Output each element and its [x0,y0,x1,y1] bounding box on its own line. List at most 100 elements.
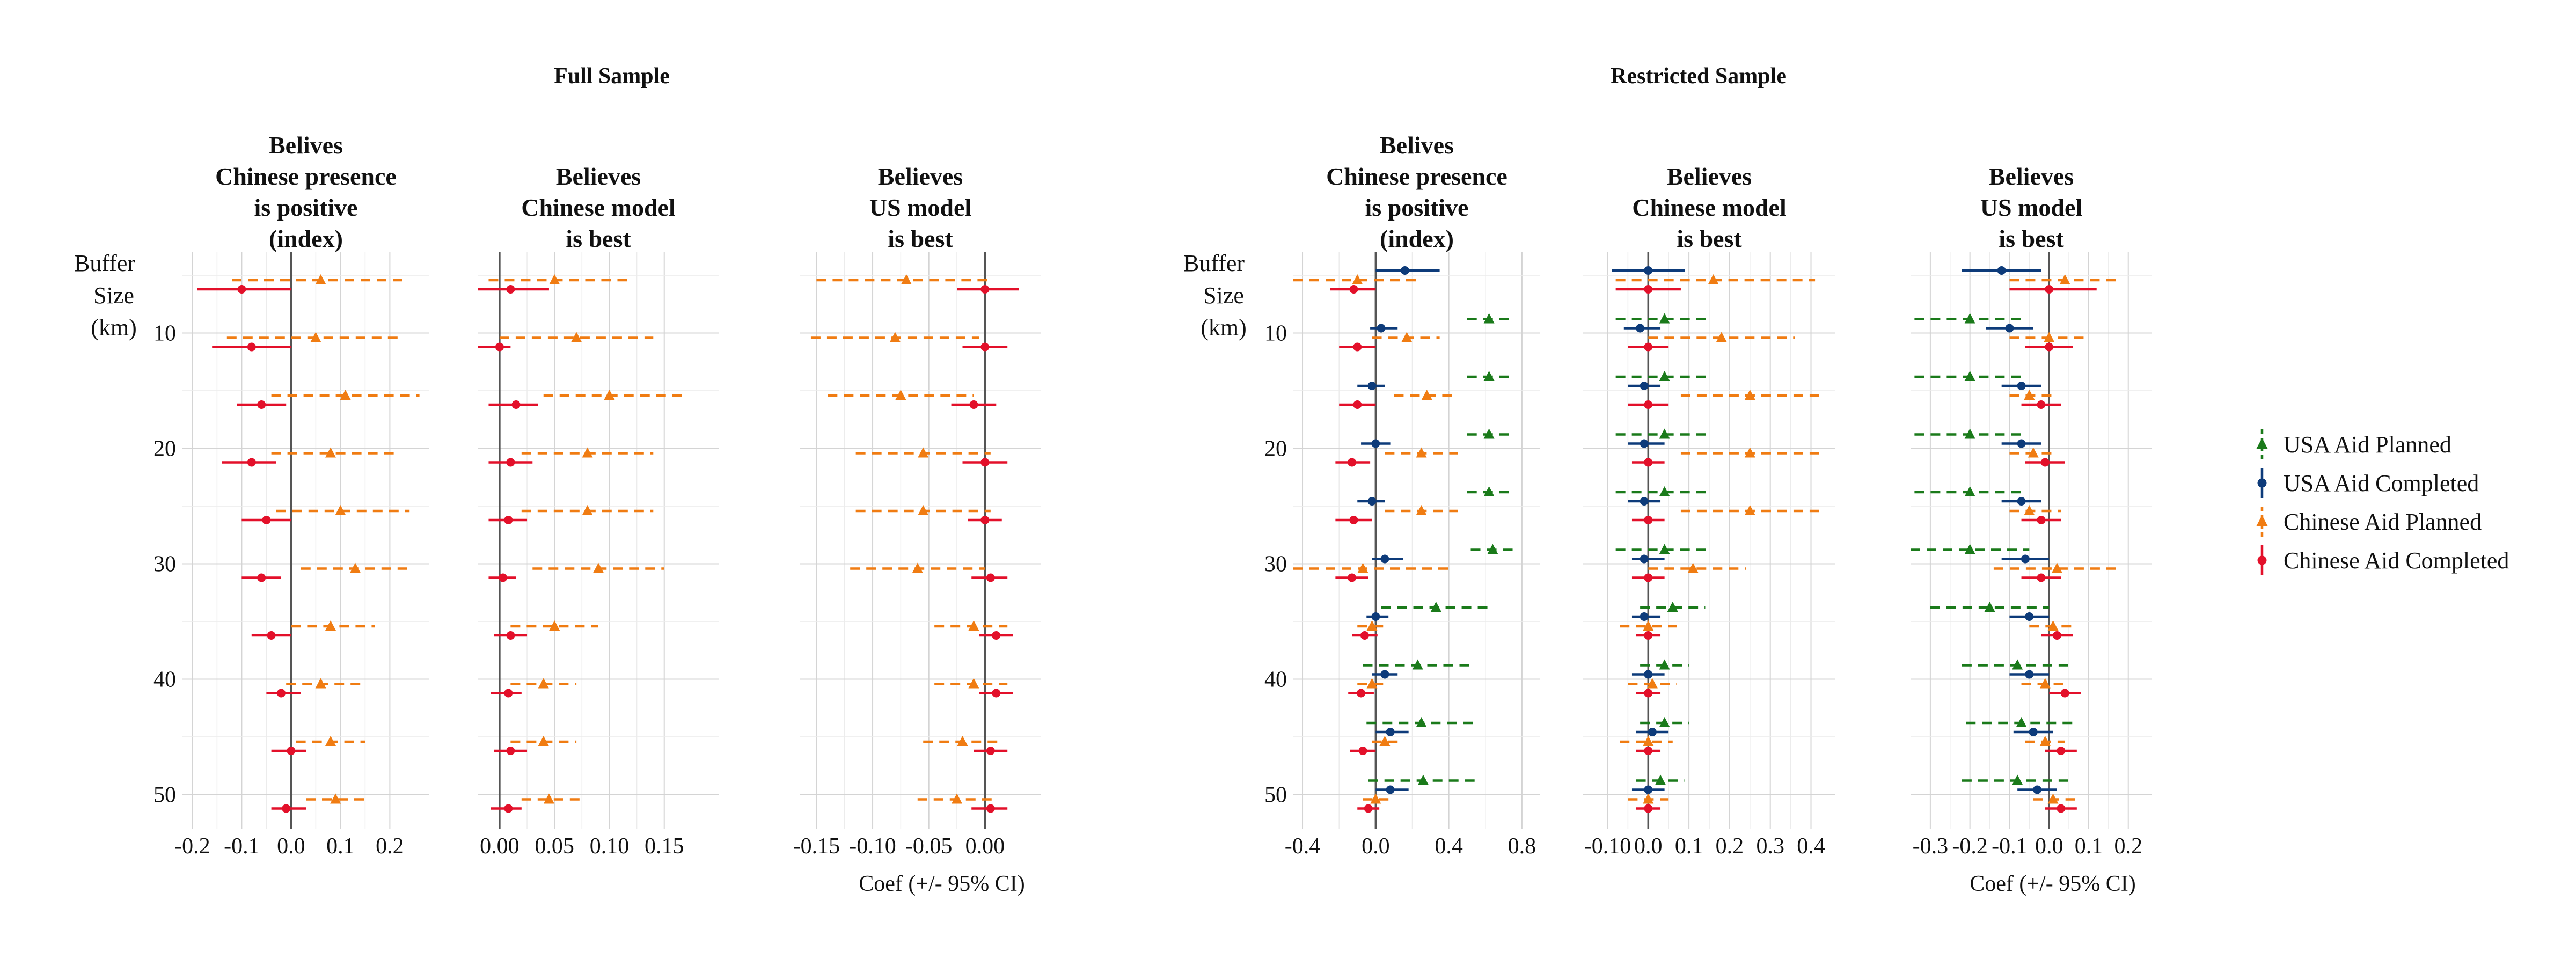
panel-5: -0.10 0.0 0.1 0.2 0.3 0.4 Believes Chinese mode… [1583,163,1835,859]
point-estimate [1648,728,1657,736]
point-estimate [1400,266,1409,275]
legend-swatch-marker [2256,438,2268,449]
panel-grid [1583,252,1835,829]
x-tick-label: 0.0 [1362,834,1390,859]
point-estimate [1716,332,1727,342]
point-estimate [1636,324,1645,333]
point-estimate [1644,631,1653,640]
point-estimate [1644,785,1653,794]
legend-swatch-marker [2257,478,2267,488]
point-estimate [506,285,515,294]
point-estimate [1483,428,1495,439]
point-estimate [1349,285,1358,294]
panel-title-line: is positive [1365,194,1469,221]
point-estimate [1659,486,1670,496]
point-estimate [986,747,995,755]
x-tick-label: 0.4 [1797,834,1825,859]
y-tick-labels: 10 20 30 40 50 [153,321,176,808]
point-estimate [1964,371,1975,381]
point-estimate [593,562,604,573]
y-tick-label: 20 [1264,437,1287,462]
x-tick-label: 0.1 [2075,834,2103,859]
point-estimate [2017,497,2026,506]
y-tick-label: 50 [153,783,176,808]
series-chinese-aid-planned [226,274,420,804]
legend-swatch-marker [2257,555,2267,565]
point-estimate [1367,382,1377,390]
x-tick-labels: -0.10 0.0 0.1 0.2 0.3 0.4 [1584,834,1825,859]
legend-label: USA Aid Planned [2284,431,2451,458]
point-estimate [543,793,554,804]
legend-swatch-marker [2256,515,2268,526]
x-tick-label: 0.2 [2114,834,2142,859]
x-tick-labels: -0.15 -0.10 -0.05 0.00 [793,834,1005,859]
panel-title-line: US model [869,194,971,221]
point-estimate [980,342,990,352]
x-tick-label: 0.15 [645,834,684,859]
panel-title-line: Believes [878,163,963,190]
point-estimate [2057,804,2066,813]
panel-3: -0.15 -0.10 -0.05 0.00 Coef (+/- 95% CI) Beli… [793,163,1041,896]
point-estimate [247,458,256,467]
point-estimate [237,285,246,294]
panel-title-line: Belives [1380,131,1454,159]
point-estimate [277,689,286,698]
section-title-restricted-sample: Restricted Sample [1611,64,1787,89]
point-estimate [282,804,291,813]
point-estimate [1386,785,1395,794]
point-estimate [1643,620,1654,631]
x-tick-label: 0.00 [480,834,519,859]
y-tick-label: 30 [1264,552,1287,577]
point-estimate [2017,382,2026,390]
x-tick-label: 0.8 [1508,834,1536,859]
x-tick-label: -0.1 [224,834,260,859]
y-tick-label: 10 [153,321,176,346]
panel-title-line: Chinese presence [215,163,397,190]
buffer-label-line-3: (km) [91,314,137,341]
point-estimate [499,573,508,582]
point-estimate [1371,439,1380,448]
point-estimate [538,736,549,746]
point-estimate [504,689,513,698]
point-estimate [267,631,276,640]
point-estimate [1744,505,1755,515]
point-estimate [1687,562,1699,573]
y-tick-label: 10 [1264,321,1287,346]
panel-grid [1293,252,1540,829]
y-tick-label: 20 [153,437,176,462]
point-estimate [504,804,513,813]
point-estimate [1964,428,1975,439]
x-tick-labels: 0.00 0.05 0.10 0.15 [480,834,684,859]
point-estimate [325,447,336,458]
point-estimate [1964,313,1975,324]
point-estimate [1964,544,1975,554]
panel-title: Belives Chinese presence is positive (index… [215,131,397,252]
point-estimate [1366,620,1378,631]
point-estimate [968,678,979,689]
point-estimate [582,447,593,458]
point-estimate [1380,670,1389,679]
point-estimate [969,400,978,409]
point-estimate [504,516,513,524]
panel-title-line: (index) [269,225,343,252]
point-estimate [604,390,615,400]
point-estimate [1644,804,1653,813]
point-estimate [1640,439,1649,448]
point-estimate [2057,747,2066,755]
point-estimate [1659,371,1670,381]
point-estimate [2037,573,2046,582]
point-estimate [1430,602,1441,612]
point-estimate [992,689,1001,698]
point-estimate [350,562,361,573]
point-estimate [2040,458,2050,467]
point-estimate [2037,400,2046,409]
point-estimate [1358,747,1367,755]
point-estimate [1964,486,1975,496]
legend: USA Aid Planned USA Aid Completed Chinese … [2256,429,2509,575]
point-estimate [330,793,341,804]
panel-title-line: (index) [1380,225,1454,252]
panel-title-line: Believes [556,163,641,190]
point-estimate [2033,785,2042,794]
point-estimate [1367,497,1377,506]
point-estimate [1644,747,1653,755]
